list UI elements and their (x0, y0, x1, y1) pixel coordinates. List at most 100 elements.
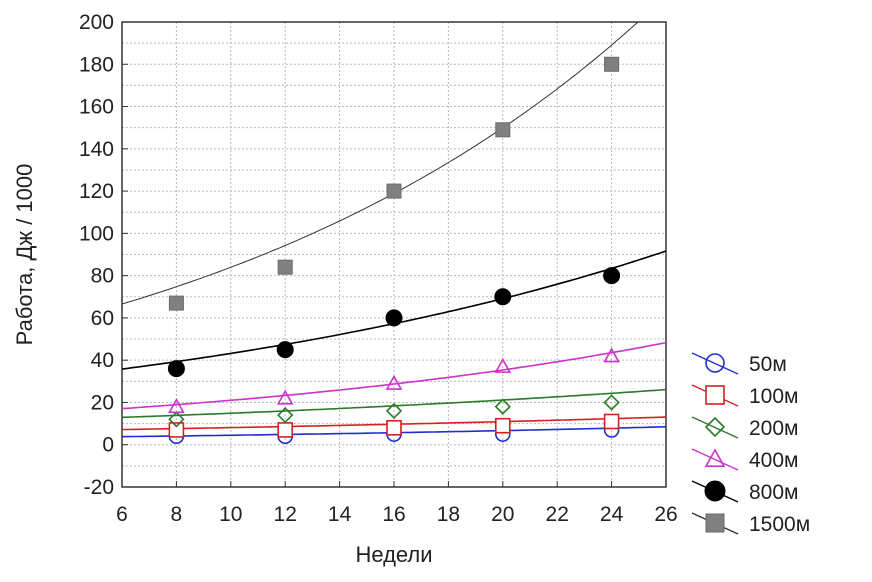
legend-label: 1500м (749, 513, 810, 536)
point-200м-12 (277, 407, 294, 424)
legend-item: 200м (691, 416, 798, 440)
legend-label: 50м (749, 353, 787, 376)
point-400м-16 (385, 374, 403, 390)
marker-circle (167, 360, 185, 378)
y-tick-label: 40 (91, 349, 114, 372)
marker-triangle (168, 398, 185, 414)
y-tick-label: 140 (79, 138, 114, 161)
y-tick-label: 180 (79, 53, 114, 76)
point-400м-24 (603, 347, 620, 363)
marker-circle (385, 309, 403, 327)
point-1500м-12 (277, 259, 293, 275)
y-tick-label: 0 (102, 434, 114, 457)
point-400м-8 (168, 398, 185, 414)
point-100м-24 (603, 413, 620, 430)
point-1500м-24 (604, 56, 620, 72)
x-axis: 6 8 10 12 14 16 18 20 22 24 26 (116, 481, 678, 526)
marker-square (603, 413, 620, 430)
point-800м-12 (276, 341, 294, 359)
marker-triangle (704, 448, 726, 468)
x-tick-label: 14 (328, 503, 352, 526)
marker-diamond (704, 416, 726, 438)
legend-item: 100м (691, 384, 798, 408)
marker-diamond (385, 402, 403, 420)
marker-circle (704, 480, 726, 502)
point-200м-8 (168, 411, 185, 428)
point-800м-24 (603, 267, 621, 285)
legend-item: 800м (691, 480, 798, 504)
x-tick-label: 12 (274, 503, 297, 526)
point-400м-20 (494, 357, 512, 373)
point-100м-12 (277, 422, 294, 438)
legend-marker (704, 448, 726, 468)
marker-circle (494, 288, 512, 306)
marker-diamond (494, 398, 511, 415)
legend-label: 400м (749, 449, 798, 472)
y-tick-label: 120 (79, 180, 114, 203)
y-tick-label: 20 (91, 391, 114, 414)
point-200м-16 (385, 402, 403, 420)
fit-line-400м (122, 341, 666, 410)
legend-label: 800м (749, 481, 798, 504)
y-tick-label: 60 (91, 307, 114, 330)
marker-triangle (603, 347, 620, 363)
x-axis-title: Недели (355, 542, 432, 567)
fit-line-200м (122, 388, 666, 419)
marker-square (494, 417, 511, 434)
x-tick-label: 10 (219, 503, 242, 526)
x-tick-label: 6 (116, 503, 128, 526)
marker-square (168, 295, 184, 311)
marker-square (705, 513, 725, 533)
marker-diamond (168, 411, 185, 428)
legend-label: 100м (749, 385, 798, 408)
marker-circle (276, 341, 294, 359)
point-1500м-16 (386, 183, 402, 199)
y-tick-label: 160 (79, 96, 114, 119)
marker-triangle (276, 389, 294, 405)
x-tick-label: 26 (654, 503, 677, 526)
point-800м-8 (167, 360, 185, 378)
marker-diamond (603, 394, 620, 411)
legend-marker (704, 416, 726, 438)
point-1500м-8 (168, 295, 184, 311)
y-tick-label: 100 (79, 222, 114, 245)
legend-marker (705, 353, 725, 373)
legend-item: 400м (691, 448, 798, 472)
legend-marker (705, 385, 725, 405)
point-100м-8 (168, 422, 185, 438)
marker-square (495, 122, 511, 138)
data-points (167, 56, 621, 445)
point-800м-16 (385, 309, 403, 327)
point-100м-16 (386, 420, 402, 436)
marker-square (277, 259, 293, 275)
marker-square (705, 385, 725, 405)
marker-square (386, 183, 402, 199)
point-200м-20 (494, 398, 511, 415)
point-200м-24 (603, 394, 620, 411)
y-axis-title: Работа, Дж / 1000 (12, 164, 37, 346)
y-tick-label: 200 (79, 11, 114, 34)
legend-label: 200м (749, 417, 798, 440)
point-400м-12 (276, 389, 294, 405)
legend-marker (704, 480, 726, 502)
legend-marker (705, 513, 725, 533)
legend-line (691, 352, 739, 375)
point-1500м-20 (495, 122, 511, 138)
marker-square (604, 56, 620, 72)
legend: 50м 100м 200м 400м 800м 1500м (691, 352, 810, 536)
legend-item: 50м (691, 352, 787, 376)
legend-item: 1500м (691, 512, 810, 536)
point-100м-20 (494, 417, 511, 434)
marker-diamond (277, 407, 294, 424)
x-tick-label: 22 (546, 503, 569, 526)
x-tick-label: 24 (600, 503, 624, 526)
x-tick-label: 18 (437, 503, 460, 526)
marker-square (168, 422, 185, 438)
marker-square (386, 420, 402, 436)
marker-square (277, 422, 294, 438)
x-tick-label: 20 (491, 503, 514, 526)
marker-triangle (385, 374, 403, 390)
point-800м-20 (494, 288, 512, 306)
